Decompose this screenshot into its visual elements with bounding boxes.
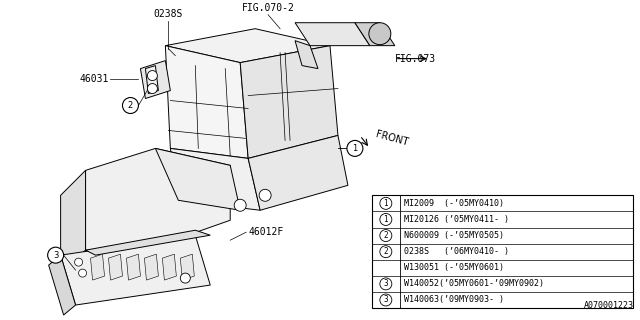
Text: W130051 (-’05MY0601): W130051 (-’05MY0601) — [404, 263, 504, 272]
Polygon shape — [61, 170, 86, 270]
Circle shape — [380, 229, 392, 242]
Polygon shape — [248, 135, 348, 210]
Text: N600009 (-’05MY0505): N600009 (-’05MY0505) — [404, 231, 504, 240]
Circle shape — [380, 294, 392, 306]
Text: 1: 1 — [383, 215, 388, 224]
Polygon shape — [240, 46, 338, 158]
Polygon shape — [127, 254, 140, 280]
Circle shape — [380, 197, 392, 209]
Text: 3: 3 — [53, 251, 58, 260]
Text: FIG.073: FIG.073 — [395, 54, 436, 64]
Text: 3: 3 — [383, 295, 388, 304]
Polygon shape — [140, 60, 170, 99]
Circle shape — [147, 71, 157, 81]
Text: 2: 2 — [128, 101, 133, 110]
Circle shape — [380, 213, 392, 225]
Circle shape — [347, 140, 363, 156]
Circle shape — [259, 189, 271, 201]
Polygon shape — [86, 148, 230, 250]
Polygon shape — [145, 66, 158, 93]
Polygon shape — [165, 46, 248, 158]
Circle shape — [47, 247, 63, 263]
Polygon shape — [90, 254, 104, 280]
Text: MI20126 (’05MY0411- ): MI20126 (’05MY0411- ) — [404, 215, 509, 224]
Text: FRONT: FRONT — [375, 129, 410, 148]
Text: 2: 2 — [383, 247, 388, 256]
Polygon shape — [163, 254, 177, 280]
Polygon shape — [49, 255, 76, 315]
Text: 1: 1 — [383, 199, 388, 208]
Text: W140052(’05MY0601-’09MY0902): W140052(’05MY0601-’09MY0902) — [404, 279, 544, 288]
Polygon shape — [180, 254, 195, 280]
Polygon shape — [156, 148, 240, 210]
Text: 3: 3 — [383, 279, 388, 288]
Text: FIG.070-2: FIG.070-2 — [242, 3, 294, 13]
Text: A070001223: A070001223 — [584, 301, 634, 310]
Circle shape — [79, 269, 86, 277]
Polygon shape — [170, 148, 260, 210]
Text: 0238S   (’06MY0410- ): 0238S (’06MY0410- ) — [404, 247, 509, 256]
Text: 46031: 46031 — [79, 74, 109, 84]
Polygon shape — [61, 235, 211, 305]
Polygon shape — [372, 195, 633, 308]
Circle shape — [380, 278, 392, 290]
Circle shape — [180, 273, 190, 283]
Polygon shape — [109, 254, 122, 280]
Polygon shape — [295, 23, 370, 46]
Polygon shape — [86, 230, 211, 255]
Text: 46012F: 46012F — [248, 227, 284, 237]
Text: 0238S: 0238S — [154, 9, 183, 19]
Circle shape — [369, 23, 391, 45]
Text: 1: 1 — [352, 144, 358, 153]
Circle shape — [75, 258, 83, 266]
Text: MI2009  (-’05MY0410): MI2009 (-’05MY0410) — [404, 199, 504, 208]
Polygon shape — [165, 29, 330, 63]
Circle shape — [234, 199, 246, 211]
Text: 2: 2 — [383, 231, 388, 240]
Polygon shape — [145, 254, 158, 280]
Circle shape — [147, 84, 157, 93]
Circle shape — [122, 98, 138, 114]
Polygon shape — [295, 41, 318, 68]
Polygon shape — [355, 23, 395, 46]
Circle shape — [380, 246, 392, 258]
Text: W140063(’09MY0903- ): W140063(’09MY0903- ) — [404, 295, 504, 304]
